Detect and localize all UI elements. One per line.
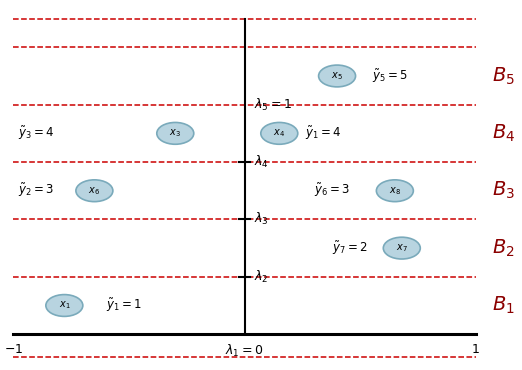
Text: $\tilde{y}_1 = 4$: $\tilde{y}_1 = 4$ [305,125,341,142]
Ellipse shape [318,65,355,87]
Text: $\lambda_3$: $\lambda_3$ [254,211,269,228]
Text: $x_5$: $x_5$ [331,70,343,82]
Text: $B_4$: $B_4$ [492,123,515,144]
Ellipse shape [376,180,413,202]
Ellipse shape [76,180,113,202]
Text: $-1$: $-1$ [4,343,23,356]
Text: $\tilde{y}_7 = 2$: $\tilde{y}_7 = 2$ [333,239,368,257]
Text: $\lambda_1 = 0$: $\lambda_1 = 0$ [226,343,264,359]
Text: $\tilde{y}_6 = 3$: $\tilde{y}_6 = 3$ [314,182,350,199]
Ellipse shape [157,122,194,144]
Text: $B_5$: $B_5$ [492,65,515,87]
Text: $x_7$: $x_7$ [396,242,408,254]
Text: $\tilde{y}_3 = 4$: $\tilde{y}_3 = 4$ [18,125,54,142]
Text: $\lambda_5 = 1$: $\lambda_5 = 1$ [254,97,292,113]
Text: $x_8$: $x_8$ [389,185,401,196]
Ellipse shape [261,122,298,144]
Text: $B_2$: $B_2$ [492,238,515,259]
Text: $x_3$: $x_3$ [169,127,181,139]
Text: $B_3$: $B_3$ [492,180,515,201]
Text: $B_1$: $B_1$ [492,295,515,316]
Text: $x_6$: $x_6$ [88,185,100,196]
Ellipse shape [46,295,83,316]
Text: $\lambda_2$: $\lambda_2$ [254,269,268,285]
Text: $x_1$: $x_1$ [58,300,70,312]
Text: $\tilde{y}_1 = 1$: $\tilde{y}_1 = 1$ [106,297,141,314]
Text: $\lambda_4$: $\lambda_4$ [254,154,269,170]
Text: $\tilde{y}_5 = 5$: $\tilde{y}_5 = 5$ [372,67,408,85]
Text: $x_4$: $x_4$ [274,127,286,139]
Text: $1$: $1$ [471,343,480,356]
Ellipse shape [383,237,420,259]
Text: $\tilde{y}_2 = 3$: $\tilde{y}_2 = 3$ [18,182,54,199]
